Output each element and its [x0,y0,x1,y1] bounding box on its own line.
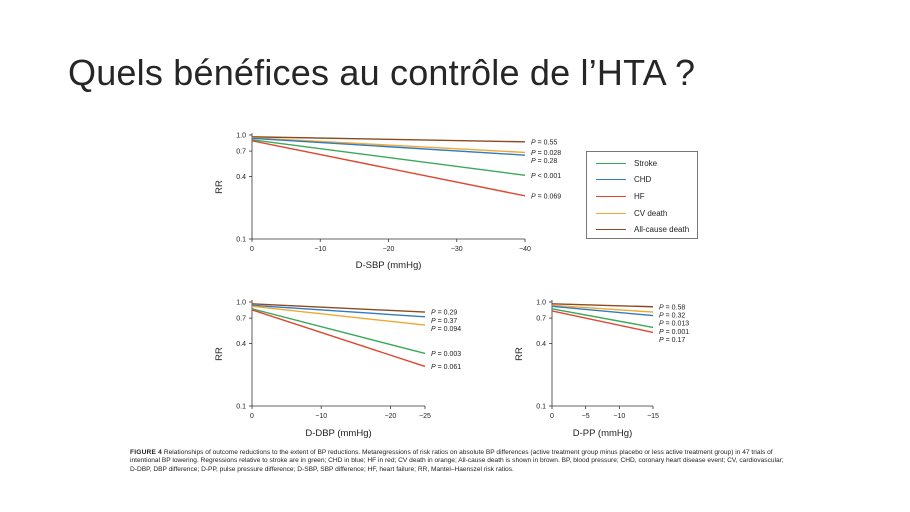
chart-legend: Stroke CHD HF CV death All-cause death [586,151,698,239]
p-value-label-all-cause-death: P = 0.58 [659,304,685,311]
p-value-label-chd: P = 0.37 [431,318,457,325]
y-tick-label: 0.4 [236,341,246,348]
p-value-label-hf: P = 0.17 [659,337,685,344]
x-tick-label: 0 [250,413,254,420]
y-tick-label: 0.1 [536,404,546,411]
y-axis-title: RR [214,347,225,361]
p-value-label-cv-death: P = 0.028 [531,150,561,157]
x-tick-label: −10 [314,246,326,253]
x-tick-label: −25 [419,413,431,420]
slide-title: Quels bénéfices au contrôle de l’HTA ? [68,52,696,93]
legend-swatch [596,178,626,180]
legend-item-stroke: Stroke [596,157,657,169]
y-tick-label: 0.4 [536,341,546,348]
series-line-hf [251,309,426,368]
series-line-cv-death [251,305,426,326]
p-value-label-all-cause-death: P = 0.55 [531,139,557,146]
p-value-label-hf: P = 0.061 [431,364,461,371]
series-line-stroke [251,308,426,355]
series-line-cv-death [251,137,526,154]
y-tick-label: 0.7 [236,149,246,156]
legend-swatch [596,212,626,214]
p-value-label-hf: P = 0.069 [531,193,561,200]
legend-label: CHD [634,174,652,184]
p-value-label-stroke: P = 0.003 [431,351,461,358]
series-line-stroke [251,139,526,176]
legend-item-chd: CHD [596,173,651,185]
p-value-label-all-cause-death: P = 0.29 [431,310,457,317]
series-line-hf [551,310,654,334]
x-axis-title: D-DBP (mmHg) [305,428,371,439]
x-axis-title: D-PP (mmHg) [573,428,632,439]
x-axis-title: D-SBP (mmHg) [356,260,422,271]
y-axis-title: RR [514,347,525,361]
chart-dbp: 1.0 0.7 0.4 0.1 0 −10 −20 −25 RR D-DBP (mmHg) P = … [214,300,461,440]
y-tick-label: 0.1 [236,237,246,244]
p-value-label-chd: P = 0.28 [531,158,557,165]
chart-pp: 1.0 0.7 0.4 0.1 0 −5 −10 −15 RR D-PP (mmHg) P = 0.… [514,300,689,440]
x-tick-label: −10 [315,413,327,420]
p-value-label-chd: P = 0.013 [659,321,689,328]
x-tick-label: −15 [647,413,659,420]
p-value-label-cv-death: P = 0.32 [659,312,685,319]
x-tick-label: 0 [550,413,554,420]
legend-label: Stroke [634,158,658,168]
p-value-label-stroke: P < 0.001 [531,173,561,180]
y-tick-label: 0.7 [236,316,246,323]
p-value-label-stroke: P = 0.001 [659,329,689,336]
y-tick-label: 0.1 [236,404,246,411]
y-tick-label: 1.0 [236,133,246,140]
series-line-chd [251,304,426,318]
x-tick-label: 0 [250,246,254,253]
x-tick-label: −10 [613,413,625,420]
series-line-all-cause-death [551,303,654,308]
y-tick-label: 1.0 [236,300,246,307]
caption-text: Relationships of outcome reductions to t… [130,449,784,473]
y-tick-label: 0.7 [536,316,546,323]
legend-label: CV death [634,208,668,218]
y-tick-label: 1.0 [536,300,546,307]
figure-caption: FIGURE 4 Relationships of outcome reduct… [130,449,790,474]
series-line-chd [551,305,654,317]
legend-label: HF [634,191,645,201]
legend-item-hf: HF [596,190,645,202]
x-tick-label: −5 [582,413,590,420]
series-line-chd [251,137,526,156]
caption-label: FIGURE 4 [130,449,163,456]
series-line-all-cause-death [251,303,426,313]
legend-swatch [596,195,626,197]
x-tick-label: −30 [451,246,463,253]
series-line-all-cause-death [251,136,526,143]
x-tick-label: −40 [519,246,531,253]
legend-swatch [596,162,626,164]
y-axis-title: RR [214,180,225,194]
x-tick-label: −20 [383,246,395,253]
legend-label: All-cause death [634,224,690,234]
chart-sbp: 1.0 0.7 0.4 0.1 0 −10 −20 −30 −40 RR D-SBP (mmHg) P… [214,133,561,272]
legend-item-all-cause-death: All-cause death [596,223,689,235]
series-line-cv-death [551,304,654,313]
legend-swatch [596,228,626,230]
p-value-label-cv-death: P = 0.094 [431,326,461,333]
series-line-stroke [551,308,654,329]
series-line-hf [251,140,526,197]
x-tick-label: −20 [384,413,396,420]
legend-item-cv-death: CV death [596,207,667,219]
y-tick-label: 0.4 [236,174,246,181]
